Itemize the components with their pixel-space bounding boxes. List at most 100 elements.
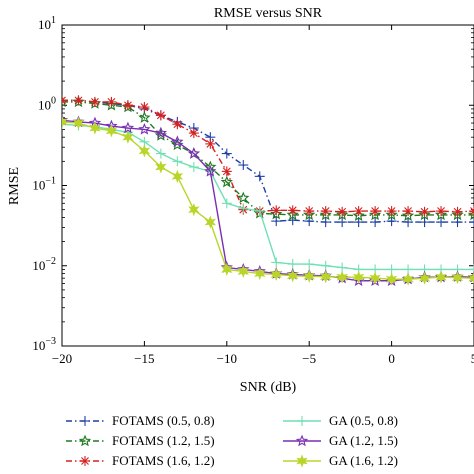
series-line [62, 99, 474, 213]
data-point [370, 217, 381, 228]
data-point [337, 206, 348, 217]
data-point [287, 259, 298, 270]
data-point [89, 96, 100, 107]
legend-marker [80, 456, 90, 466]
data-point [452, 217, 463, 228]
data-point [105, 124, 118, 138]
data-point [122, 130, 134, 144]
data-point [188, 128, 199, 139]
legend-marker [78, 434, 92, 447]
legend-item: GA (1.2, 1.5) [283, 433, 398, 448]
data-point [73, 95, 84, 106]
series-line [62, 99, 474, 223]
legend-label: FOTAMS (1.6, 1.2) [112, 453, 215, 468]
legend-item: FOTAMS (0.5, 0.8) [66, 413, 215, 428]
data-point [155, 160, 167, 174]
data-point [352, 270, 365, 284]
data-point [304, 206, 315, 217]
x-tick-label: −10 [217, 351, 237, 366]
data-point [468, 271, 474, 285]
data-point [254, 266, 266, 281]
data-point [254, 206, 265, 217]
series-line [62, 123, 474, 271]
data-point [451, 208, 464, 221]
data-point [436, 206, 447, 217]
data-point [221, 148, 232, 159]
legend-marker [296, 454, 308, 468]
data-point [172, 119, 183, 130]
data-point [237, 191, 250, 204]
data-point [467, 208, 474, 221]
data-point [369, 271, 381, 285]
axes: −20 −15 −10 −5 0 5 10−3 10−2 10−1 100 101 [32, 15, 474, 366]
data-point [320, 217, 331, 228]
x-tick-label: 5 [471, 351, 474, 366]
legend-label: FOTAMS (0.5, 0.8) [112, 413, 215, 428]
legend-marker [80, 416, 90, 426]
legend-marker [295, 434, 309, 447]
data-point [188, 162, 199, 173]
series-2 [62, 95, 474, 221]
data-point [204, 164, 217, 177]
data-point [419, 217, 430, 228]
x-tick-label: 0 [388, 351, 395, 366]
data-point [386, 206, 397, 217]
data-point [122, 100, 133, 111]
data-point [220, 175, 233, 188]
data-point [436, 217, 447, 228]
plot-area-frame [61, 24, 474, 347]
data-point [287, 269, 299, 283]
series-layer [62, 95, 474, 286]
data-point [154, 126, 168, 139]
data-point [337, 217, 348, 228]
data-point [105, 98, 118, 111]
data-point [353, 217, 364, 228]
data-point [155, 148, 166, 159]
data-point [469, 217, 474, 228]
data-point [287, 205, 298, 216]
data-point [154, 129, 168, 141]
data-point [403, 217, 414, 228]
legend-item: FOTAMS (1.6, 1.2) [66, 453, 215, 468]
data-point [155, 110, 166, 121]
data-point [336, 208, 349, 221]
data-point [171, 135, 184, 148]
data-point [452, 206, 463, 217]
data-point [319, 270, 332, 284]
y-tick-label: 10−2 [32, 256, 56, 273]
legend-label: GA (1.2, 1.5) [329, 433, 398, 448]
series-6 [62, 115, 474, 286]
data-point [254, 171, 265, 182]
data-point [121, 121, 135, 134]
data-point [469, 206, 474, 217]
data-point [418, 208, 431, 221]
data-point [304, 259, 315, 270]
x-tick-label: −20 [52, 351, 72, 366]
series-5 [62, 113, 474, 286]
x-tick-label: −5 [302, 351, 316, 366]
data-point [138, 111, 151, 123]
data-point [106, 96, 117, 107]
x-tick-label: −15 [134, 351, 154, 366]
legend-item: FOTAMS (1.2, 1.5) [66, 433, 215, 448]
data-point [353, 206, 364, 217]
data-point [368, 208, 382, 221]
legend-item: GA (0.5, 0.8) [283, 413, 398, 428]
data-point [138, 144, 151, 158]
data-point [187, 147, 200, 159]
data-point [221, 198, 232, 209]
y-tick-label: 101 [38, 15, 56, 32]
legend-label: FOTAMS (1.2, 1.5) [112, 433, 215, 448]
legend-label: GA (0.5, 0.8) [329, 413, 398, 428]
data-point [303, 269, 315, 283]
data-point [221, 166, 232, 177]
data-point [138, 122, 151, 135]
data-point [89, 121, 101, 135]
data-point [435, 270, 447, 284]
data-point [469, 264, 474, 275]
data-point [303, 208, 316, 221]
data-point [336, 270, 348, 284]
data-point [237, 264, 249, 278]
data-point [221, 262, 233, 277]
data-point [320, 206, 331, 217]
